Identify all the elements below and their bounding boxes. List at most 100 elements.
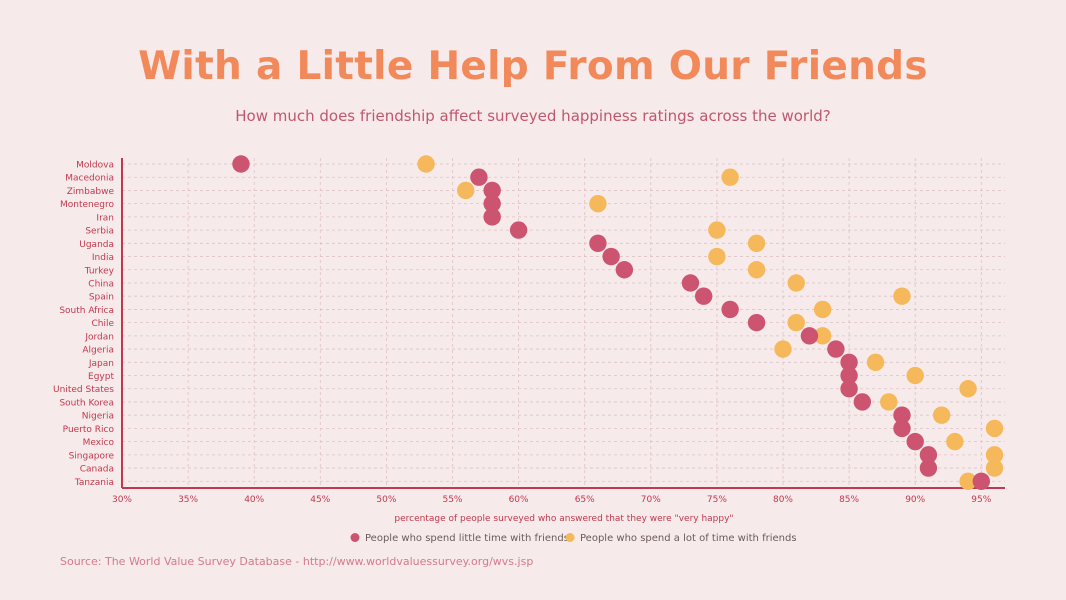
data-point-little-time bbox=[232, 155, 250, 173]
x-tick-label: 50% bbox=[376, 495, 396, 505]
data-point-little-time bbox=[800, 327, 819, 345]
data-point-little-time bbox=[919, 446, 938, 464]
data-point-little-time bbox=[721, 300, 739, 319]
legend-item-little-time-label: People who spend little time with friend… bbox=[365, 533, 569, 544]
x-tick-label: 35% bbox=[178, 495, 198, 505]
data-point-lot-of-time bbox=[893, 287, 911, 305]
data-point-lot-of-time bbox=[417, 155, 435, 173]
data-point-lot-of-time bbox=[906, 366, 924, 385]
x-tick-label: 75% bbox=[707, 495, 727, 505]
data-point-lot-of-time bbox=[985, 459, 1004, 477]
y-tick-label: Puerto Rico bbox=[63, 425, 115, 435]
y-tick-label: Montenegro bbox=[60, 200, 114, 210]
x-tick-label: 65% bbox=[575, 495, 595, 505]
data-point-little-time bbox=[509, 221, 528, 239]
data-point-little-time bbox=[589, 234, 607, 253]
data-point-lot-of-time bbox=[932, 406, 951, 424]
data-point-little-time bbox=[853, 393, 872, 411]
y-tick-label: India bbox=[92, 253, 114, 263]
x-tick-label: 30% bbox=[112, 495, 132, 505]
data-point-little-time bbox=[483, 194, 501, 213]
data-point-little-time bbox=[615, 261, 634, 279]
data-point-lot-of-time bbox=[787, 274, 805, 292]
y-tick-label: Iran bbox=[96, 213, 114, 223]
y-tick-label: United States bbox=[53, 385, 114, 395]
data-point-lot-of-time bbox=[985, 446, 1004, 464]
y-tick-label: Nigeria bbox=[82, 412, 114, 422]
x-tick-label: 90% bbox=[905, 495, 925, 505]
y-tick-label: Algeria bbox=[82, 346, 114, 356]
y-tick-label: China bbox=[88, 279, 114, 289]
y-tick-label: Macedonia bbox=[65, 174, 114, 184]
y-tick-label: Singapore bbox=[69, 451, 115, 461]
data-point-lot-of-time bbox=[708, 221, 726, 239]
data-point-little-time bbox=[840, 353, 858, 371]
data-points bbox=[232, 155, 1004, 490]
x-tick-label: 55% bbox=[442, 495, 462, 505]
data-point-little-time bbox=[840, 380, 858, 398]
data-point-little-time bbox=[827, 340, 845, 358]
data-point-lot-of-time bbox=[946, 432, 964, 451]
y-tick-label: Uganda bbox=[79, 240, 114, 250]
data-point-lot-of-time bbox=[959, 472, 977, 490]
source-note: Source: The World Value Survey Database … bbox=[60, 555, 534, 568]
data-point-little-time bbox=[747, 313, 766, 332]
y-tick-label: Serbia bbox=[85, 227, 114, 237]
data-point-lot-of-time bbox=[866, 353, 885, 371]
axis-labels: Moldova Macedonia Zimbabwe Montenegro Iran Se… bbox=[53, 161, 992, 506]
data-point-lot-of-time bbox=[985, 419, 1004, 438]
y-tick-label: Mexico bbox=[83, 438, 115, 448]
data-point-lot-of-time bbox=[708, 247, 726, 266]
data-point-lot-of-time bbox=[747, 261, 766, 279]
data-point-little-time bbox=[681, 274, 700, 292]
x-axis-label: percentage of people surveyed who answer… bbox=[394, 514, 733, 524]
x-tick-label: 95% bbox=[971, 495, 991, 505]
data-point-lot-of-time bbox=[721, 168, 739, 186]
data-point-little-time bbox=[906, 432, 924, 451]
legend-item-lot-of-time-marker bbox=[565, 533, 575, 542]
y-tick-label: Japan bbox=[88, 359, 114, 369]
y-tick-label: Chile bbox=[91, 319, 114, 329]
grid-lines bbox=[122, 158, 1005, 488]
y-tick-label: South Korea bbox=[59, 398, 114, 408]
data-point-lot-of-time bbox=[813, 300, 832, 319]
data-point-little-time bbox=[483, 181, 501, 200]
chart-subtitle: How much does friendship affect surveyed… bbox=[235, 107, 831, 125]
x-tick-label: 85% bbox=[839, 495, 859, 505]
y-tick-label: Turkey bbox=[84, 266, 115, 276]
data-point-little-time bbox=[470, 168, 488, 186]
y-tick-label: Moldova bbox=[76, 161, 114, 171]
data-point-little-time bbox=[972, 472, 990, 490]
data-point-little-time bbox=[694, 287, 713, 305]
data-point-little-time bbox=[840, 366, 858, 385]
data-point-little-time bbox=[602, 247, 620, 266]
data-point-little-time bbox=[893, 419, 911, 438]
x-tick-label: 40% bbox=[244, 495, 264, 505]
data-point-lot-of-time bbox=[813, 327, 832, 345]
x-tick-label: 60% bbox=[509, 495, 529, 505]
data-point-lot-of-time bbox=[774, 340, 792, 358]
data-point-lot-of-time bbox=[959, 380, 977, 398]
data-point-lot-of-time bbox=[787, 313, 805, 332]
x-tick-label: 45% bbox=[310, 495, 330, 505]
data-point-little-time bbox=[893, 406, 911, 424]
y-tick-label: Zimbabwe bbox=[67, 187, 115, 197]
y-tick-label: Spain bbox=[89, 293, 114, 303]
y-tick-label: Tanzania bbox=[74, 478, 114, 488]
y-tick-label: Egypt bbox=[88, 372, 114, 382]
data-point-lot-of-time bbox=[747, 234, 766, 253]
x-tick-label: 80% bbox=[773, 495, 793, 505]
data-point-little-time bbox=[919, 459, 938, 477]
data-point-little-time bbox=[483, 208, 501, 226]
data-point-lot-of-time bbox=[457, 181, 475, 200]
y-tick-label: Jordan bbox=[84, 332, 114, 342]
legend: People who spend little time with friend… bbox=[350, 533, 797, 544]
legend-item-little-time-marker bbox=[350, 533, 360, 542]
axes bbox=[121, 158, 1005, 489]
x-tick-label: 70% bbox=[641, 495, 661, 505]
chart-title: With a Little Help From Our Friends bbox=[138, 44, 928, 89]
y-tick-label: Canada bbox=[80, 465, 114, 475]
data-point-lot-of-time bbox=[589, 194, 607, 213]
y-tick-label: South Africa bbox=[59, 306, 114, 316]
